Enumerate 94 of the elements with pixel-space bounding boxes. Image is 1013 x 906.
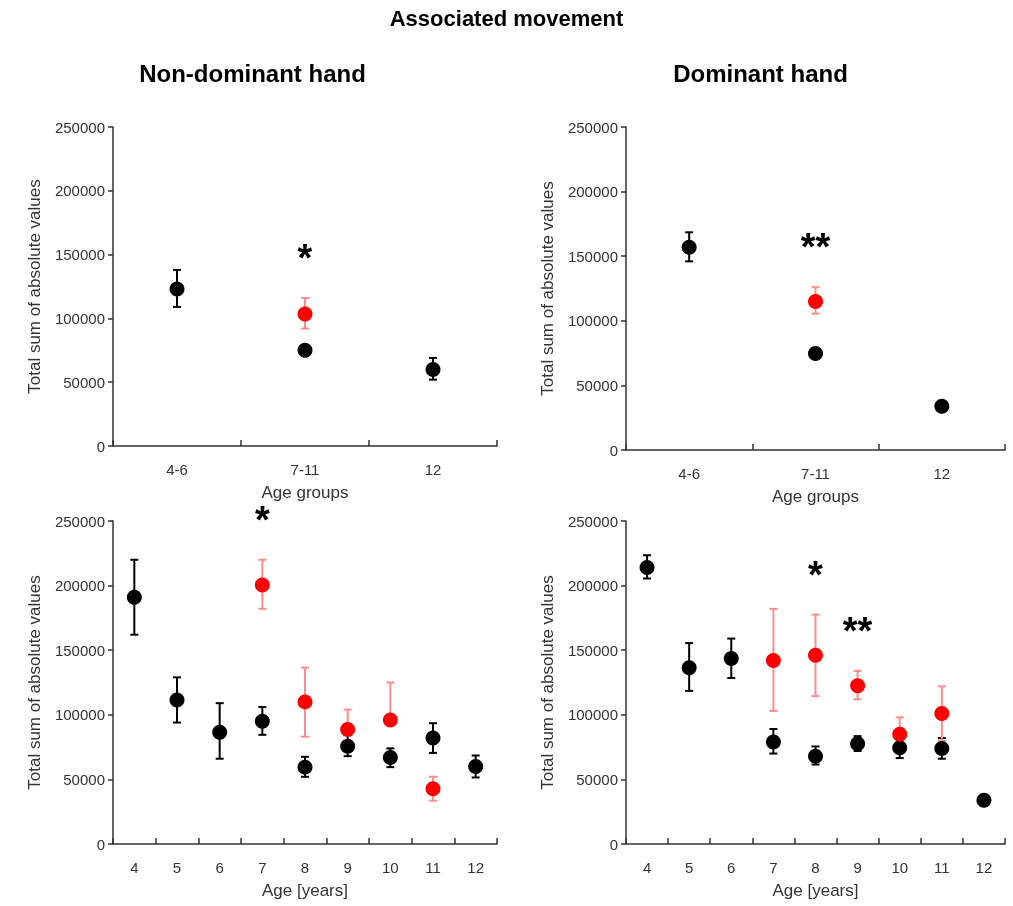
x-tick-label: 11 xyxy=(934,859,950,876)
x-tick-label: 4 xyxy=(642,859,652,876)
point xyxy=(468,758,484,774)
y-tick-label: 50000 xyxy=(63,770,105,788)
point xyxy=(808,293,823,309)
x-tick-label: 12 xyxy=(424,461,442,478)
x-tick-label: 10 xyxy=(891,859,909,876)
point xyxy=(254,713,270,729)
point xyxy=(892,740,908,756)
point xyxy=(297,342,313,358)
y-tick-label: 150000 xyxy=(567,247,618,265)
point xyxy=(425,361,441,377)
x-tick-label: 8 xyxy=(811,859,820,876)
y-tick-label: 100000 xyxy=(54,706,105,724)
point xyxy=(934,706,950,721)
x-tick-label: 4-6 xyxy=(166,461,188,478)
point xyxy=(765,653,781,669)
point xyxy=(808,346,823,362)
point xyxy=(169,281,185,297)
y-tick-label: 50000 xyxy=(576,770,618,788)
y-tick-label: 0 xyxy=(609,835,618,853)
y-tick-label: 100000 xyxy=(567,312,618,330)
x-tick-label: 6 xyxy=(215,859,224,876)
x-tick-label: 12 xyxy=(467,859,485,876)
x-axis-title: Age groups xyxy=(772,487,859,506)
point xyxy=(934,398,950,414)
annotation: * xyxy=(297,236,313,279)
x-tick-label: 12 xyxy=(975,859,993,876)
x-axis-title: Age [years] xyxy=(262,881,348,900)
y-tick-label: 200000 xyxy=(567,577,618,595)
y-tick-label: 200000 xyxy=(54,577,105,595)
y-tick-label: 0 xyxy=(96,835,105,853)
y-axis-title: Total sum of absolute values xyxy=(538,181,557,396)
y-tick-label: 100000 xyxy=(54,309,105,327)
annotation: ** xyxy=(800,226,831,269)
x-tick-label: 4-6 xyxy=(678,465,701,482)
y-tick-label: 0 xyxy=(609,441,618,459)
x-tick-label: 11 xyxy=(425,859,441,876)
point xyxy=(169,692,185,708)
point xyxy=(425,730,441,746)
x-tick-label: 12 xyxy=(933,465,951,482)
x-tick-label: 8 xyxy=(300,859,310,876)
point xyxy=(212,724,228,740)
y-tick-label: 250000 xyxy=(54,118,105,136)
y-tick-label: 150000 xyxy=(54,641,105,659)
x-tick-label: 7-11 xyxy=(801,465,830,482)
point xyxy=(297,306,313,322)
point xyxy=(382,749,398,765)
y-tick-label: 200000 xyxy=(567,183,618,201)
y-axis-title: Total sum of absolute values xyxy=(25,179,44,394)
y-tick-label: 250000 xyxy=(567,118,618,136)
text: Associated movement xyxy=(388,6,625,32)
point xyxy=(382,712,398,728)
point xyxy=(340,738,356,754)
x-tick-label: 10 xyxy=(381,859,399,876)
point xyxy=(254,577,270,593)
y-tick-label: 150000 xyxy=(54,246,105,264)
y-tick-label: 250000 xyxy=(54,512,105,530)
y-tick-label: 250000 xyxy=(567,512,618,530)
x-tick-label: 5 xyxy=(684,859,694,876)
y-tick-label: 200000 xyxy=(54,182,105,200)
x-tick-label: 6 xyxy=(727,859,736,876)
y-tick-label: 100000 xyxy=(567,706,618,724)
point xyxy=(639,560,655,576)
point xyxy=(681,660,697,676)
y-axis-title: Total sum of absolute values xyxy=(25,575,44,790)
point xyxy=(681,239,697,255)
point xyxy=(765,734,781,750)
point xyxy=(892,726,908,742)
x-tick-label: 4 xyxy=(130,859,139,876)
y-axis-title: Total sum of absolute values xyxy=(538,575,557,790)
point xyxy=(126,589,142,605)
y-tick-label: 50000 xyxy=(63,373,105,391)
x-tick-label: 7-11 xyxy=(290,461,320,478)
annotation: ** xyxy=(842,609,873,652)
point xyxy=(976,792,992,808)
y-tick-label: 50000 xyxy=(576,376,618,394)
point xyxy=(297,759,313,775)
x-tick-label: 9 xyxy=(853,859,862,876)
point xyxy=(723,651,739,667)
x-axis-title: Age [years] xyxy=(772,881,859,900)
chart-title: Non-dominant hand xyxy=(139,59,366,87)
y-tick-label: 150000 xyxy=(567,641,618,659)
x-tick-label: 5 xyxy=(172,859,182,876)
chart-title: Dominant hand xyxy=(673,59,848,87)
x-tick-label: 7 xyxy=(258,859,267,876)
annotation: * xyxy=(808,553,824,596)
point xyxy=(425,781,441,797)
x-tick-label: 9 xyxy=(343,859,352,876)
point xyxy=(808,647,823,663)
point xyxy=(850,678,866,694)
x-tick-label: 7 xyxy=(769,859,778,876)
point xyxy=(297,694,313,710)
y-tick-label: 0 xyxy=(96,437,105,455)
